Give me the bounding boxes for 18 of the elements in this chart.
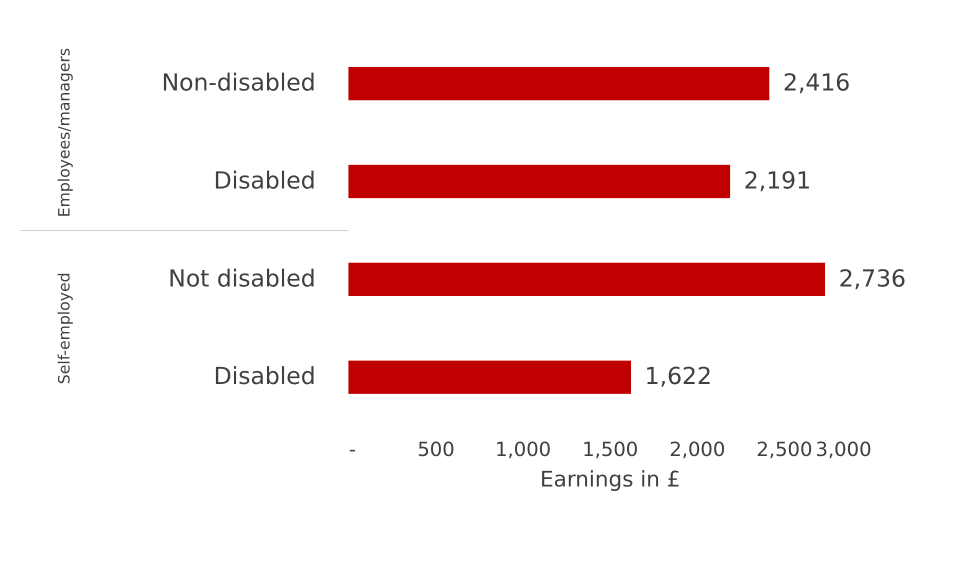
y-tick-label: Disabled <box>214 362 316 390</box>
data-label: 2,736 <box>838 264 906 292</box>
x-tick-label: 2,500 <box>756 438 812 462</box>
text: Employees/managers <box>54 48 74 218</box>
data-label: 1,622 <box>644 362 712 390</box>
y-tick-label: Non-disabled <box>162 68 316 97</box>
x-tick-label: 2,000 <box>669 438 726 462</box>
x-tick-label: 500 <box>417 438 455 462</box>
x-tick-label: - <box>348 438 356 462</box>
data-label: 2,416 <box>783 68 850 97</box>
y-tick-label: Disabled <box>214 166 316 194</box>
x-axis-title: Earnings in £ <box>540 467 680 492</box>
x-tick-label: 3,000 <box>816 438 872 462</box>
data-label: 2,191 <box>744 166 811 194</box>
x-tick-label: 1,000 <box>495 438 552 462</box>
y-tick-label: Not disabled <box>168 264 316 292</box>
text: Self-employed <box>54 272 74 384</box>
x-tick-label: 1,500 <box>582 438 638 462</box>
